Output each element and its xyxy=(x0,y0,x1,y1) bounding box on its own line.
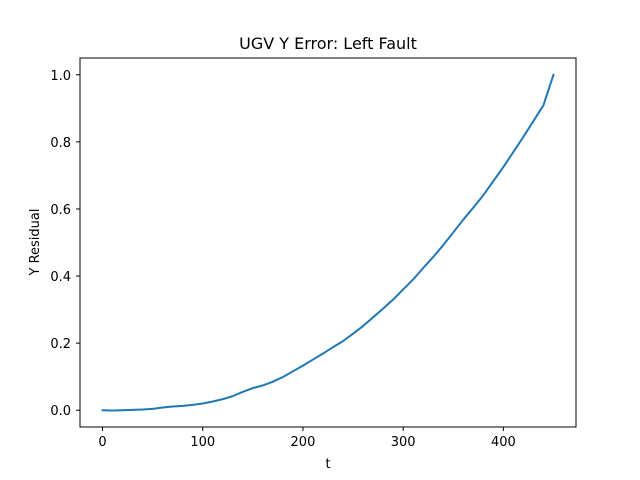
chart-title: UGV Y Error: Left Fault xyxy=(239,34,417,53)
x-tick-label: 400 xyxy=(491,435,516,450)
x-tick-label: 0 xyxy=(98,435,106,450)
y-tick-label: 0.0 xyxy=(50,404,71,419)
plot-layer xyxy=(101,73,555,412)
x-tick-label: 300 xyxy=(391,435,416,450)
x-tick-label: 200 xyxy=(291,435,316,450)
y-tick-label: 0.6 xyxy=(50,203,71,218)
x-axis-label: t xyxy=(325,457,330,472)
y-axis-label: Y Residual xyxy=(28,209,43,277)
y-tick-label: 0.2 xyxy=(50,337,71,352)
ticks-layer: 0 100 200 300 400 0.0 0.2 0.4 0.6 0.8 1.0 xyxy=(50,69,515,450)
y-tick-label: 0.8 xyxy=(50,136,71,151)
axes-frame xyxy=(79,57,577,428)
y-tick-label: 1.0 xyxy=(50,69,71,84)
x-tick-label: 100 xyxy=(190,435,215,450)
series-line xyxy=(101,73,555,412)
y-tick-label: 0.4 xyxy=(50,270,71,285)
